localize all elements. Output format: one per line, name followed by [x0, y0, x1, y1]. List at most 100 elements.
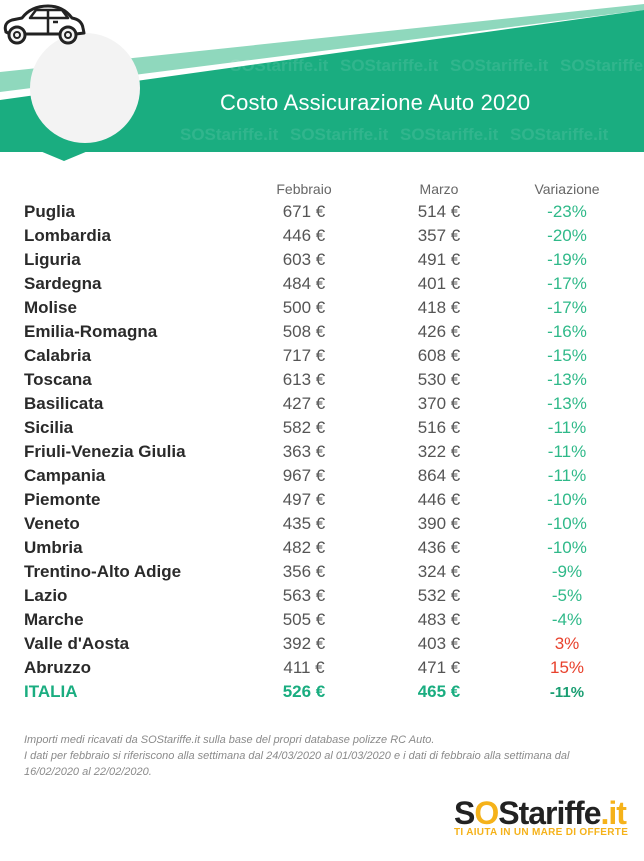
region-name: Molise: [24, 298, 77, 317]
variation-value: -13%: [547, 394, 587, 413]
icon-badge: [30, 33, 140, 143]
sostariffe-logo: SOStariffe.it TI AIUTA IN UN MARE DI OFF…: [454, 797, 628, 838]
column-header-region: [24, 178, 234, 200]
footnotes: Importi medi ricavati da SOStariffe.it s…: [24, 732, 624, 780]
table-row: Basilicata 427 € 370 € -13%: [24, 392, 630, 416]
mar-value: 471 €: [417, 658, 461, 677]
total-mar-value: 465 €: [417, 682, 461, 701]
badge-notch: [40, 151, 88, 161]
region-name: Campania: [24, 466, 106, 485]
region-name: Toscana: [24, 370, 92, 389]
watermark: SOStariffe.it: [230, 56, 329, 75]
watermark: SOStariffe.it: [560, 56, 644, 75]
watermark: SOStariffe.it: [340, 56, 439, 75]
table-row: Piemonte 497 € 446 € -10%: [24, 488, 630, 512]
column-header-marzo: Marzo: [419, 181, 459, 197]
footnote-line: Importi medi ricavati da SOStariffe.it s…: [24, 734, 435, 746]
mar-value: 401 €: [417, 274, 461, 293]
region-name: Puglia: [24, 202, 76, 221]
region-name: Trentino-Alto Adige: [24, 562, 182, 581]
column-header-variazione: Variazione: [534, 181, 600, 197]
mar-value: 532 €: [417, 586, 461, 605]
table-row: Toscana 613 € 530 € -13%: [24, 368, 630, 392]
feb-value: 671 €: [282, 202, 326, 221]
mar-value: 491 €: [417, 250, 461, 269]
table-row: Marche 505 € 483 € -4%: [24, 608, 630, 632]
region-name: Marche: [24, 610, 84, 629]
table-row: Emilia-Romagna 508 € 426 € -16%: [24, 320, 630, 344]
logo-text: Stariffe: [498, 795, 601, 831]
region-name: Sicilia: [24, 418, 74, 437]
variation-value: -4%: [551, 610, 583, 629]
mar-value: 514 €: [417, 202, 461, 221]
region-name: Lombardia: [24, 226, 111, 245]
table-row: Veneto 435 € 390 € -10%: [24, 512, 630, 536]
variation-value: -20%: [547, 226, 587, 245]
variation-value: -19%: [547, 250, 587, 269]
mar-value: 446 €: [417, 490, 461, 509]
region-name: Liguria: [24, 250, 81, 269]
feb-value: 563 €: [282, 586, 326, 605]
variation-value: -17%: [547, 274, 587, 293]
feb-value: 356 €: [282, 562, 326, 581]
page-title: Costo Assicurazione Auto 2020: [220, 90, 531, 115]
feb-value: 482 €: [282, 538, 326, 557]
table-row: Lombardia 446 € 357 € -20%: [24, 224, 630, 248]
mar-value: 530 €: [417, 370, 461, 389]
mar-value: 608 €: [417, 346, 461, 365]
feb-value: 505 €: [282, 610, 326, 629]
region-name: Lazio: [24, 586, 68, 605]
lifebuoy-icon: O: [474, 795, 499, 831]
watermark: SOStariffe.it: [290, 125, 389, 144]
cost-table: Febbraio Marzo Variazione Puglia 671 € 514…: [24, 178, 630, 704]
variation-value: -11%: [547, 442, 587, 461]
header-banner: SOStariffe.it SOStariffe.it SOStariffe.i…: [0, 0, 644, 161]
region-name: Sardegna: [24, 274, 102, 293]
region-name: Emilia-Romagna: [24, 322, 158, 341]
logo-wordmark: SOStariffe.it: [454, 797, 628, 829]
variation-value: -10%: [547, 538, 587, 557]
feb-value: 446 €: [282, 226, 326, 245]
feb-value: 497 €: [282, 490, 326, 509]
watermark: SOStariffe.it: [510, 125, 609, 144]
feb-value: 508 €: [282, 322, 326, 341]
table-row: Abruzzo 411 € 471 € 15%: [24, 656, 630, 680]
feb-value: 500 €: [282, 298, 326, 317]
mar-value: 436 €: [417, 538, 461, 557]
variation-value: -15%: [547, 346, 587, 365]
car-icon: [3, 4, 86, 45]
variation-value: 15%: [549, 658, 585, 677]
table-row: Calabria 717 € 608 € -15%: [24, 344, 630, 368]
variation-value: -11%: [547, 418, 587, 437]
total-variation-value: -11%: [549, 683, 585, 701]
mar-value: 390 €: [417, 514, 461, 533]
feb-value: 967 €: [282, 466, 326, 485]
feb-value: 484 €: [282, 274, 326, 293]
region-name: Piemonte: [24, 490, 101, 509]
mar-value: 357 €: [417, 226, 461, 245]
watermark: SOStariffe.it: [450, 56, 549, 75]
region-name: Basilicata: [24, 394, 104, 413]
total-feb-value: 526 €: [282, 682, 326, 701]
mar-value: 426 €: [417, 322, 461, 341]
mar-value: 418 €: [417, 298, 461, 317]
variation-value: -13%: [547, 370, 587, 389]
variation-value: -17%: [547, 298, 587, 317]
header-background: [0, 4, 644, 152]
feb-value: 717 €: [282, 346, 326, 365]
variation-value: -11%: [547, 466, 587, 485]
feb-value: 392 €: [282, 634, 326, 653]
table-row: Umbria 482 € 436 € -10%: [24, 536, 630, 560]
region-name: Abruzzo: [24, 658, 92, 677]
region-name: Calabria: [24, 346, 92, 365]
column-header-febbraio: Febbraio: [276, 181, 332, 197]
mar-value: 322 €: [417, 442, 461, 461]
variation-value: -9%: [551, 562, 583, 581]
variation-value: -16%: [547, 322, 587, 341]
region-name: Friuli-Venezia Giulia: [24, 442, 186, 461]
feb-value: 363 €: [282, 442, 326, 461]
table-header-row: Febbraio Marzo Variazione: [24, 178, 630, 200]
mar-value: 483 €: [417, 610, 461, 629]
footnote-line: I dati per febbraio si riferiscono alla …: [24, 750, 570, 778]
logo-letter: S: [454, 795, 475, 831]
